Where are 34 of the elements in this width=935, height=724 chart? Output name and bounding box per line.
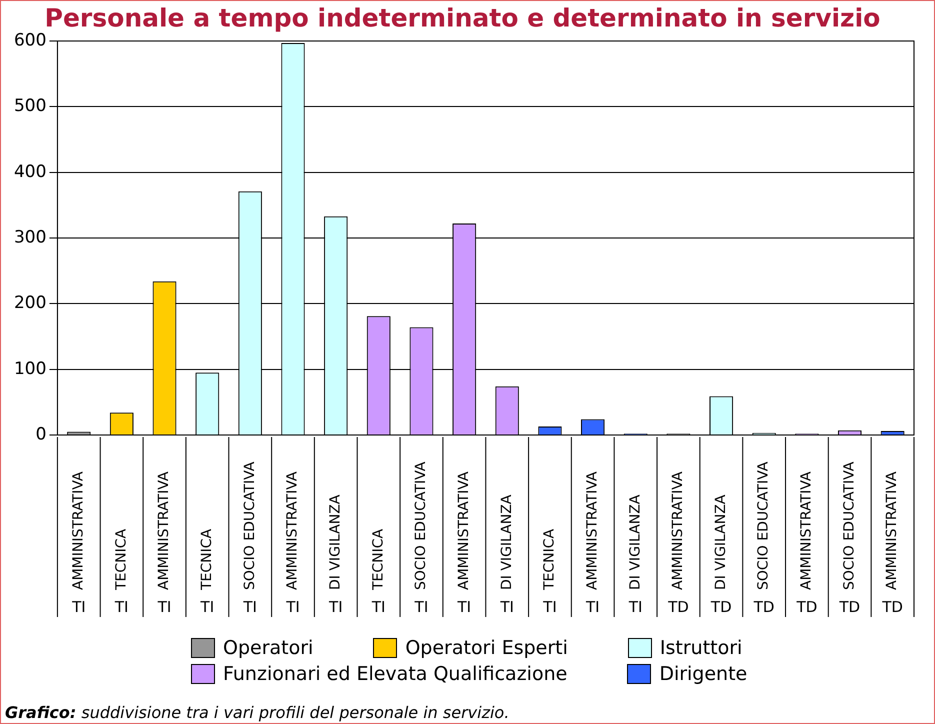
x-tick-label: DI VIGILANZA TI: [498, 494, 515, 616]
y-tick-label: 200: [14, 293, 46, 314]
x-tick-label: DI VIGILANZA TI: [327, 494, 344, 616]
y-tick-label: 0: [36, 424, 46, 444]
y-tick-label: 300: [14, 227, 46, 248]
x-tick-label: TECNICA TI: [198, 528, 215, 616]
chart-title: Personale a tempo indeterminato e determinato in servizio: [44, 4, 880, 32]
y-tick-label: 400: [14, 162, 46, 182]
x-tick-label: TECNICA TI: [370, 528, 386, 616]
x-tick-label: AMMINISTRATIVA TI: [70, 471, 86, 616]
x-tick-label: AMMINISTRATIVA TD: [796, 471, 818, 616]
x-tick-label: TECNICA TI: [113, 528, 130, 616]
legend-label: Operatori: [223, 637, 314, 659]
x-tick-label: AMMINISTRATIVA TI: [284, 471, 301, 616]
x-tick-label: DI VIGILANZA TI: [627, 494, 644, 616]
legend-label: Dirigente: [659, 663, 748, 685]
x-tick-label: SOCIO EDUCATIVA TI: [413, 461, 430, 616]
x-tick-label: AMMINISTRATIVA TI: [584, 471, 600, 616]
x-tick-label: SOCIO EDUCATIVA TI: [242, 461, 258, 616]
x-tick-label: AMMINISTRATIVA TI: [156, 471, 172, 616]
y-tick-label: 500: [14, 96, 46, 116]
y-tick-label: 100: [14, 358, 46, 379]
legend-label: Operatori Esperti: [405, 637, 568, 659]
legend-label: Istruttori: [660, 637, 742, 659]
x-tick-label: AMMINISTRATIVA TD: [667, 471, 689, 616]
text: Grafico: suddivisione tra i vari profili del personale in servizio.: [5, 703, 510, 722]
x-tick-label: TECNICA TI: [542, 528, 558, 616]
x-tick-label: DI VIGILANZA TD: [710, 494, 732, 616]
x-tick-label: AMMINISTRATIVA TD: [881, 471, 903, 616]
x-tick-label: SOCIO EDUCATIVA TD: [838, 461, 860, 616]
x-tick-label: AMMINISTRATIVA TI: [456, 471, 472, 616]
legend-label: Funzionari ed Elevata Qualificazione: [223, 663, 568, 685]
y-tick-label: 600: [14, 30, 46, 50]
x-tick-label: SOCIO EDUCATIVA TD: [752, 461, 774, 616]
